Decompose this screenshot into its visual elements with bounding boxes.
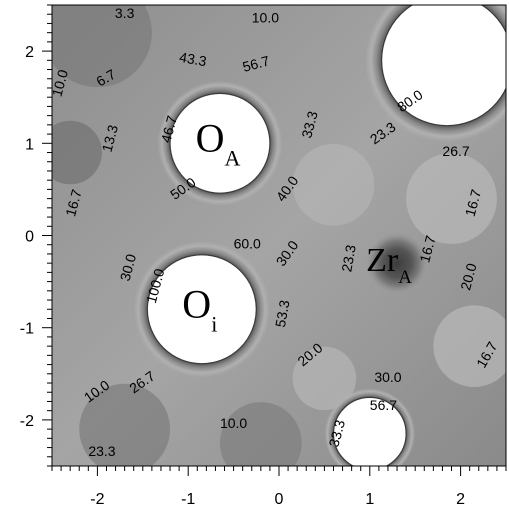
atom-bottom — [332, 396, 407, 466]
y-tick-label: 1 — [25, 136, 34, 153]
atom-label-o-a: OA — [196, 115, 241, 170]
contour-label: 13.3 — [99, 123, 122, 154]
contour-label: 56.7 — [241, 52, 272, 75]
x-tick-label: 1 — [365, 491, 374, 508]
contour-label: 46.7 — [158, 114, 181, 145]
contour-label: 43.3 — [178, 49, 208, 70]
x-tick-label: 2 — [456, 491, 465, 508]
contour-label: 23.3 — [338, 243, 359, 273]
atom-corner — [381, 5, 506, 127]
atom-label-zr-a: ZrA — [366, 242, 412, 288]
density-region — [433, 305, 506, 387]
contour-label: 23.3 — [88, 443, 115, 459]
contour-labels: 3.3 10.010.0 6.743.3 56.780.033.346.7 23.313… — [52, 5, 501, 459]
y-tick-label: 0 — [25, 229, 34, 246]
y-tick-label: -1 — [20, 321, 34, 338]
contour-label: 16.7 — [416, 234, 439, 265]
contour-label: 16.7 — [62, 187, 85, 218]
density-region — [52, 120, 102, 185]
atoms — [133, 5, 506, 466]
atom-o-i — [146, 254, 257, 365]
x-tick-label: -1 — [181, 491, 195, 508]
x-tick-label: 0 — [275, 491, 284, 508]
contour-label: 20.0 — [457, 261, 480, 292]
contour-label: 30.0 — [374, 369, 401, 385]
contour-label: 10.0 — [220, 415, 247, 431]
density-region — [79, 383, 171, 466]
contour-label: 33.3 — [298, 109, 321, 140]
contour-label: 53.3 — [272, 299, 293, 329]
contour-label: 60.0 — [234, 235, 261, 251]
density-region — [292, 346, 357, 411]
atom-zr-a — [365, 231, 430, 296]
density-region — [406, 153, 497, 245]
contour-label: 33.3 — [326, 418, 349, 449]
contour-label: 26.7 — [442, 143, 469, 159]
contour-label: 30.0 — [117, 252, 140, 283]
y-tick-label: -2 — [20, 413, 34, 430]
axes: -2 -1 0 1 2 2 1 0 -1 -2 — [20, 4, 507, 508]
contour-label: 3.3 — [115, 5, 135, 21]
atom-labels: OA Oi ZrA — [182, 115, 412, 336]
contour-label: 16.7 — [462, 187, 485, 218]
atom-label-o-i: Oi — [182, 281, 217, 336]
density-region — [292, 143, 375, 226]
y-tick-label: 2 — [25, 44, 34, 61]
contour-label: 56.7 — [370, 397, 397, 413]
density-region — [219, 402, 302, 466]
density-region — [52, 5, 152, 88]
atom-o-a — [169, 92, 271, 194]
contour-label: 10.0 — [252, 10, 279, 26]
density-regions — [52, 5, 506, 466]
x-tick-label: -2 — [90, 491, 104, 508]
